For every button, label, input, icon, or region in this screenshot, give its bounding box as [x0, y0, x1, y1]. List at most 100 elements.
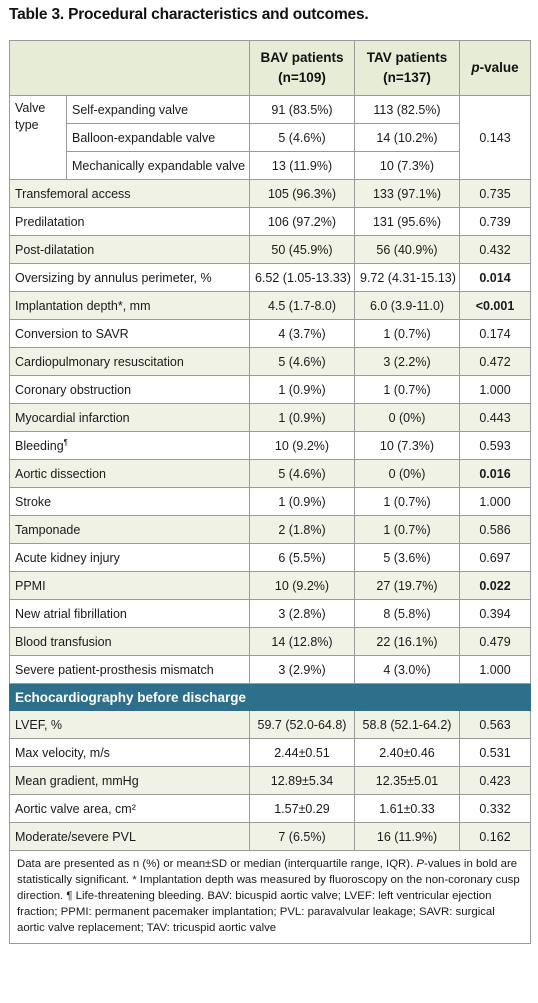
bav-value: 1.57±0.29 [249, 794, 355, 823]
row-label: LVEF, % [9, 710, 250, 739]
bav-value: 106 (97.2%) [249, 207, 355, 236]
row-label: Severe patient-prosthesis mismatch [9, 655, 250, 684]
tav-value: 58.8 (52.1-64.2) [354, 710, 460, 739]
p-value: 1.000 [459, 655, 531, 684]
header-blank-cell [9, 40, 250, 96]
tav-value: 3 (2.2%) [354, 347, 460, 376]
table-row: Coronary obstruction 1 (0.9%) 1 (0.7%) 1.00… [9, 375, 531, 404]
bav-value: 4 (3.7%) [249, 319, 355, 348]
row-label: Stroke [9, 487, 250, 516]
tav-value: 27 (19.7%) [354, 571, 460, 600]
row-label: Max velocity, m/s [9, 738, 250, 767]
footnote: Data are presented as n (%) or mean±SD o… [9, 850, 531, 944]
p-value: 0.593 [459, 431, 531, 460]
tav-value: 2.40±0.46 [354, 738, 460, 767]
bav-value: 6.52 (1.05-13.33) [249, 263, 355, 292]
valve-type-label: Valve type [9, 95, 67, 180]
p-value: 0.174 [459, 319, 531, 348]
tav-value: 8 (5.8%) [354, 599, 460, 628]
p-value: 0.735 [459, 179, 531, 208]
procedural-outcomes-table: BAV patients (n=109) TAV patients (n=137… [9, 40, 531, 944]
row-label: Tamponade [9, 515, 250, 544]
bav-value: 10 (9.2%) [249, 431, 355, 460]
bav-value: 5 (4.6%) [249, 123, 355, 152]
p-value: 0.563 [459, 710, 531, 739]
tav-value: 10 (7.3%) [354, 151, 460, 180]
p-value: 0.443 [459, 403, 531, 432]
p-value: 0.014 [459, 263, 531, 292]
p-value: 0.423 [459, 766, 531, 795]
row-label: Coronary obstruction [9, 375, 250, 404]
bav-value: 1 (0.9%) [249, 487, 355, 516]
bav-value: 59.7 (52.0-64.8) [249, 710, 355, 739]
tav-value: 1 (0.7%) [354, 375, 460, 404]
table-row: Aortic valve area, cm² 1.57±0.29 1.61±0.33… [9, 794, 531, 823]
section-header-row: Echocardiography before discharge [9, 683, 531, 711]
row-label: Bleeding¶ [9, 431, 250, 460]
bav-value: 7 (6.5%) [249, 822, 355, 851]
bav-value: 1 (0.9%) [249, 403, 355, 432]
p-value: 0.394 [459, 599, 531, 628]
table-row: Myocardial infarction 1 (0.9%) 0 (0%) 0.443 [9, 403, 531, 432]
tav-value: 1.61±0.33 [354, 794, 460, 823]
header-row: BAV patients (n=109) TAV patients (n=137… [9, 40, 531, 96]
table-row: Implantation depth*, mm 4.5 (1.7-8.0) 6.0 … [9, 291, 531, 320]
row-label: Cardiopulmonary resuscitation [9, 347, 250, 376]
tav-value: 1 (0.7%) [354, 515, 460, 544]
p-value: 1.000 [459, 375, 531, 404]
row-label: Mechanically expandable valve [66, 151, 250, 180]
tav-value: 6.0 (3.9-11.0) [354, 291, 460, 320]
p-value: 0.432 [459, 235, 531, 264]
tav-value: 12.35±5.01 [354, 766, 460, 795]
bav-value: 2 (1.8%) [249, 515, 355, 544]
table-row: Max velocity, m/s 2.44±0.51 2.40±0.46 0.531 [9, 738, 531, 767]
bav-value: 5 (4.6%) [249, 347, 355, 376]
bav-value: 50 (45.9%) [249, 235, 355, 264]
tav-value: 10 (7.3%) [354, 431, 460, 460]
table-row: Post-dilatation 50 (45.9%) 56 (40.9%) 0.432 [9, 235, 531, 264]
tav-value: 5 (3.6%) [354, 543, 460, 572]
tav-value: 113 (82.5%) [354, 95, 460, 124]
tav-value: 22 (16.1%) [354, 627, 460, 656]
bav-value: 10 (9.2%) [249, 571, 355, 600]
row-label: Conversion to SAVR [9, 319, 250, 348]
tav-value: 16 (11.9%) [354, 822, 460, 851]
tav-value: 131 (95.6%) [354, 207, 460, 236]
table-row: New atrial fibrillation 3 (2.8%) 8 (5.8%) 0… [9, 599, 531, 628]
row-label: PPMI [9, 571, 250, 600]
table-row: Mechanically expandable valve 13 (11.9%)… [10, 151, 531, 180]
tav-value: 14 (10.2%) [354, 123, 460, 152]
p-value: 0.472 [459, 347, 531, 376]
header-tav: TAV patients (n=137) [354, 40, 460, 96]
row-label: Blood transfusion [9, 627, 250, 656]
table-row: Acute kidney injury 6 (5.5%) 5 (3.6%) 0.697 [9, 543, 531, 572]
section-title: Echocardiography before discharge [9, 683, 531, 711]
bav-value: 5 (4.6%) [249, 459, 355, 488]
table-row: Tamponade 2 (1.8%) 1 (0.7%) 0.586 [9, 515, 531, 544]
bav-value: 13 (11.9%) [249, 151, 355, 180]
row-label: Transfemoral access [9, 179, 250, 208]
table-row: Stroke 1 (0.9%) 1 (0.7%) 1.000 [9, 487, 531, 516]
tav-value: 0 (0%) [354, 459, 460, 488]
tav-value: 0 (0%) [354, 403, 460, 432]
table-row: Oversizing by annulus perimeter, % 6.52 (… [9, 263, 531, 292]
bav-value: 12.89±5.34 [249, 766, 355, 795]
table-row: Predilatation 106 (97.2%) 131 (95.6%) 0.739 [9, 207, 531, 236]
bav-value: 3 (2.8%) [249, 599, 355, 628]
table-title: Table 3. Procedural characteristics and … [9, 6, 369, 23]
row-label: Myocardial infarction [9, 403, 250, 432]
row-label: New atrial fibrillation [9, 599, 250, 628]
p-value: 0.697 [459, 543, 531, 572]
bav-value: 4.5 (1.7-8.0) [249, 291, 355, 320]
table-row: PPMI 10 (9.2%) 27 (19.7%) 0.022 [9, 571, 531, 600]
tav-value: 1 (0.7%) [354, 487, 460, 516]
row-label: Balloon-expandable valve [66, 123, 250, 152]
bav-value: 2.44±0.51 [249, 738, 355, 767]
footnote-row: Data are presented as n (%) or mean±SD o… [9, 850, 531, 944]
p-value: <0.001 [459, 291, 531, 320]
row-label: Aortic dissection [9, 459, 250, 488]
tav-value: 133 (97.1%) [354, 179, 460, 208]
table-row: Conversion to SAVR 4 (3.7%) 1 (0.7%) 0.174 [9, 319, 531, 348]
p-value: 0.143 [459, 95, 531, 180]
row-label: Self-expanding valve [66, 95, 250, 124]
